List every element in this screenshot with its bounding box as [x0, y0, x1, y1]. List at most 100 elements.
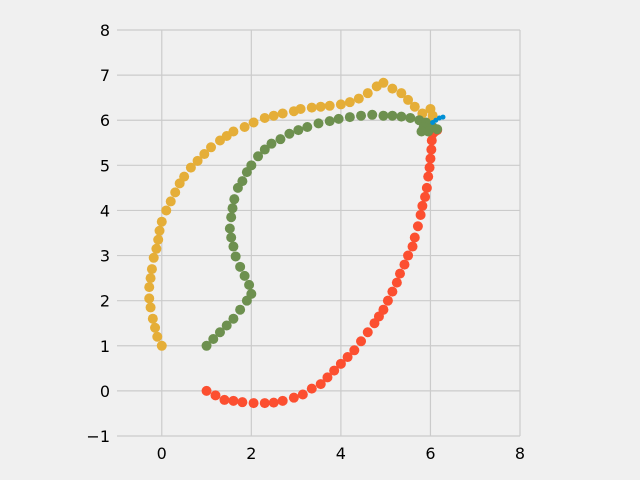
data-point — [199, 149, 210, 160]
data-point — [152, 331, 163, 342]
data-point — [146, 264, 157, 275]
data-point — [259, 144, 270, 155]
data-point — [356, 110, 367, 121]
data-point — [315, 101, 326, 112]
tick-labels: 0 2 4 6 8 −1 0 1 2 3 4 5 6 7 8 — [86, 21, 525, 463]
data-point — [214, 327, 225, 338]
data-point — [161, 205, 172, 216]
data-point — [302, 121, 313, 132]
data-point — [145, 273, 156, 284]
data-point — [150, 322, 161, 333]
y-tick-label: 7 — [100, 66, 110, 85]
data-point — [145, 302, 156, 313]
data-point — [424, 162, 435, 173]
data-point — [349, 345, 360, 356]
data-point — [335, 358, 346, 369]
data-point — [403, 250, 414, 261]
data-point — [239, 121, 250, 132]
data-point — [244, 279, 255, 290]
data-point — [275, 134, 286, 145]
data-point — [421, 182, 432, 193]
y-tick-label: 3 — [100, 247, 110, 266]
data-point — [170, 187, 181, 198]
y-tick-label: 8 — [100, 21, 110, 40]
data-point — [344, 112, 355, 123]
data-point — [284, 128, 295, 139]
data-point — [237, 176, 248, 187]
data-point — [342, 352, 353, 363]
data-point — [268, 110, 279, 121]
data-point — [387, 286, 398, 297]
y-tick-label: 1 — [100, 337, 110, 356]
data-point — [228, 313, 239, 324]
y-tick-label: −1 — [86, 427, 110, 446]
data-point — [415, 209, 426, 220]
y-tick-label: 0 — [100, 382, 110, 401]
data-point — [306, 102, 317, 113]
data-point — [412, 221, 423, 232]
grid — [117, 29, 521, 437]
data-point — [367, 109, 378, 120]
series-0 — [201, 125, 443, 409]
y-tick-label: 5 — [100, 156, 110, 175]
data-point — [293, 125, 304, 136]
data-point — [356, 336, 367, 347]
data-point — [440, 114, 446, 120]
data-point — [277, 108, 288, 119]
data-point — [297, 389, 308, 400]
data-point — [259, 398, 270, 409]
series-3 — [430, 114, 446, 125]
data-point — [179, 171, 190, 182]
data-point — [288, 392, 299, 403]
data-point — [405, 112, 416, 123]
data-point — [259, 112, 270, 123]
x-tick-label: 6 — [425, 444, 435, 463]
data-point — [246, 288, 257, 299]
data-point — [224, 223, 235, 234]
data-point — [219, 394, 230, 405]
data-point — [226, 212, 237, 223]
data-point — [151, 243, 162, 254]
data-point — [237, 397, 248, 408]
data-point — [378, 304, 389, 315]
data-point — [210, 390, 221, 401]
x-tick-label: 4 — [336, 444, 346, 463]
data-point — [221, 320, 232, 331]
data-point — [396, 88, 407, 99]
data-point — [268, 397, 279, 408]
data-points — [144, 77, 446, 409]
data-point — [324, 116, 335, 127]
data-point — [362, 88, 373, 99]
data-point — [192, 155, 203, 166]
data-point — [353, 93, 364, 104]
data-point — [228, 395, 239, 406]
data-point — [335, 99, 346, 110]
data-point — [248, 398, 259, 409]
data-point — [228, 126, 239, 137]
data-point — [201, 340, 212, 351]
data-point — [329, 365, 340, 376]
data-point — [333, 113, 344, 124]
data-point — [344, 97, 355, 108]
data-point — [387, 110, 398, 121]
data-point — [315, 379, 326, 390]
data-point — [228, 241, 239, 252]
data-point — [227, 203, 238, 214]
data-point — [246, 160, 257, 171]
data-point — [248, 117, 259, 128]
x-tick-label: 0 — [157, 444, 167, 463]
data-point — [201, 385, 212, 396]
data-point — [403, 94, 414, 105]
data-point — [394, 268, 405, 279]
data-point — [399, 259, 410, 270]
data-point — [295, 103, 306, 114]
data-point — [362, 327, 373, 338]
data-point — [144, 293, 155, 304]
y-tick-label: 4 — [100, 201, 110, 220]
data-point — [425, 153, 436, 164]
data-point — [277, 395, 288, 406]
data-point — [165, 196, 176, 207]
data-point — [239, 270, 250, 281]
data-point — [391, 277, 402, 288]
